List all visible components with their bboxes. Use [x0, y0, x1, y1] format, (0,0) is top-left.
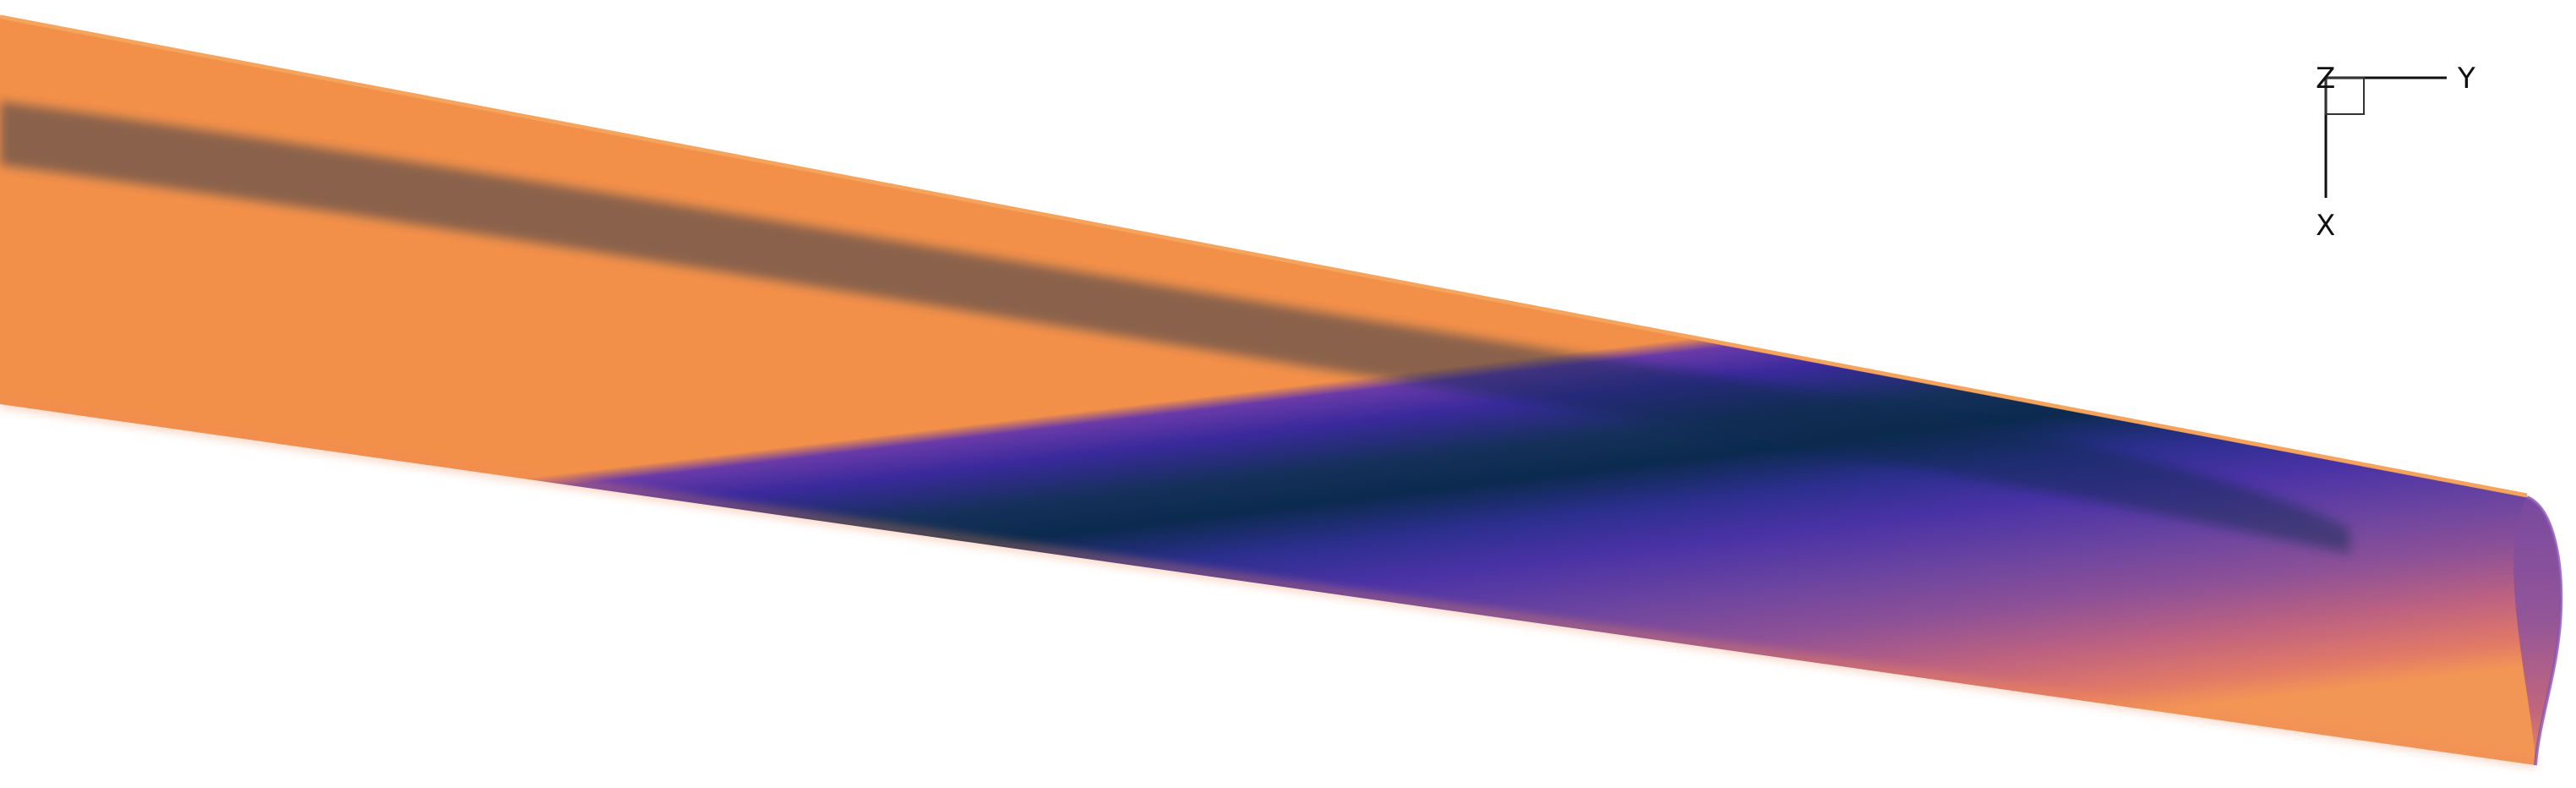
- blade-shadow-band: [0, 101, 2350, 554]
- blade-tip: [2513, 497, 2562, 765]
- blade-top-edge: [0, 14, 2528, 498]
- triad-x-label: X: [2316, 209, 2335, 243]
- blade-surface: [0, 19, 2562, 765]
- orientation-triad: Z Y X: [2316, 62, 2475, 243]
- triad-plane-square: [2325, 77, 2365, 115]
- triad-z-label: Z: [2316, 62, 2335, 96]
- blade-bottom-edge: [0, 399, 2536, 766]
- triad-y-label: Y: [2457, 62, 2475, 96]
